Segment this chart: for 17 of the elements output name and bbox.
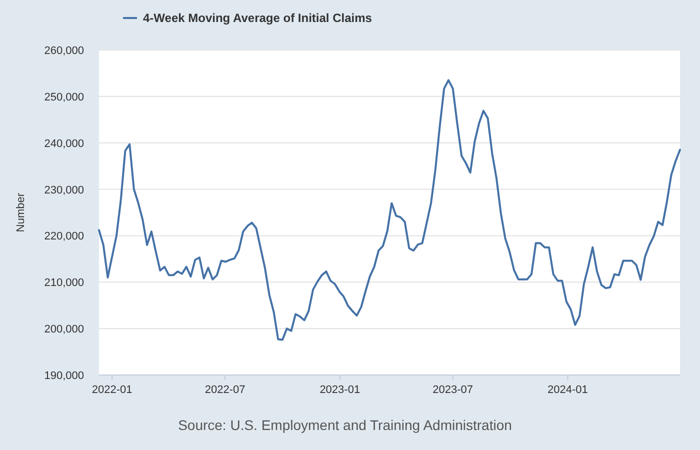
y-tick-label: 230,000 [44, 184, 84, 196]
source-note: Source: U.S. Employment and Training Administration [178, 417, 512, 433]
x-tick-label: 2022-07 [204, 384, 246, 396]
x-tick-label: 2023-01 [320, 384, 360, 396]
y-tick-label: 190,000 [44, 370, 84, 382]
line-series [98, 79, 681, 341]
y-tick-label: 200,000 [44, 324, 84, 336]
y-tick-label: 220,000 [44, 230, 84, 243]
x-tick-label: 2023-07 [432, 384, 474, 396]
y-tick-label: 250,000 [44, 91, 84, 104]
x-tick-label: 2022-01 [92, 384, 132, 396]
y-tick-label: 240,000 [44, 138, 84, 150]
y-tick-label: 260,000 [44, 45, 84, 57]
y-tick-label: 210,000 [44, 277, 84, 290]
y-axis-title: Number [15, 192, 27, 232]
x-tick-label: 2024-01 [547, 384, 588, 396]
legend-label: 4-Week Moving Average of Initial Claims [143, 11, 372, 25]
